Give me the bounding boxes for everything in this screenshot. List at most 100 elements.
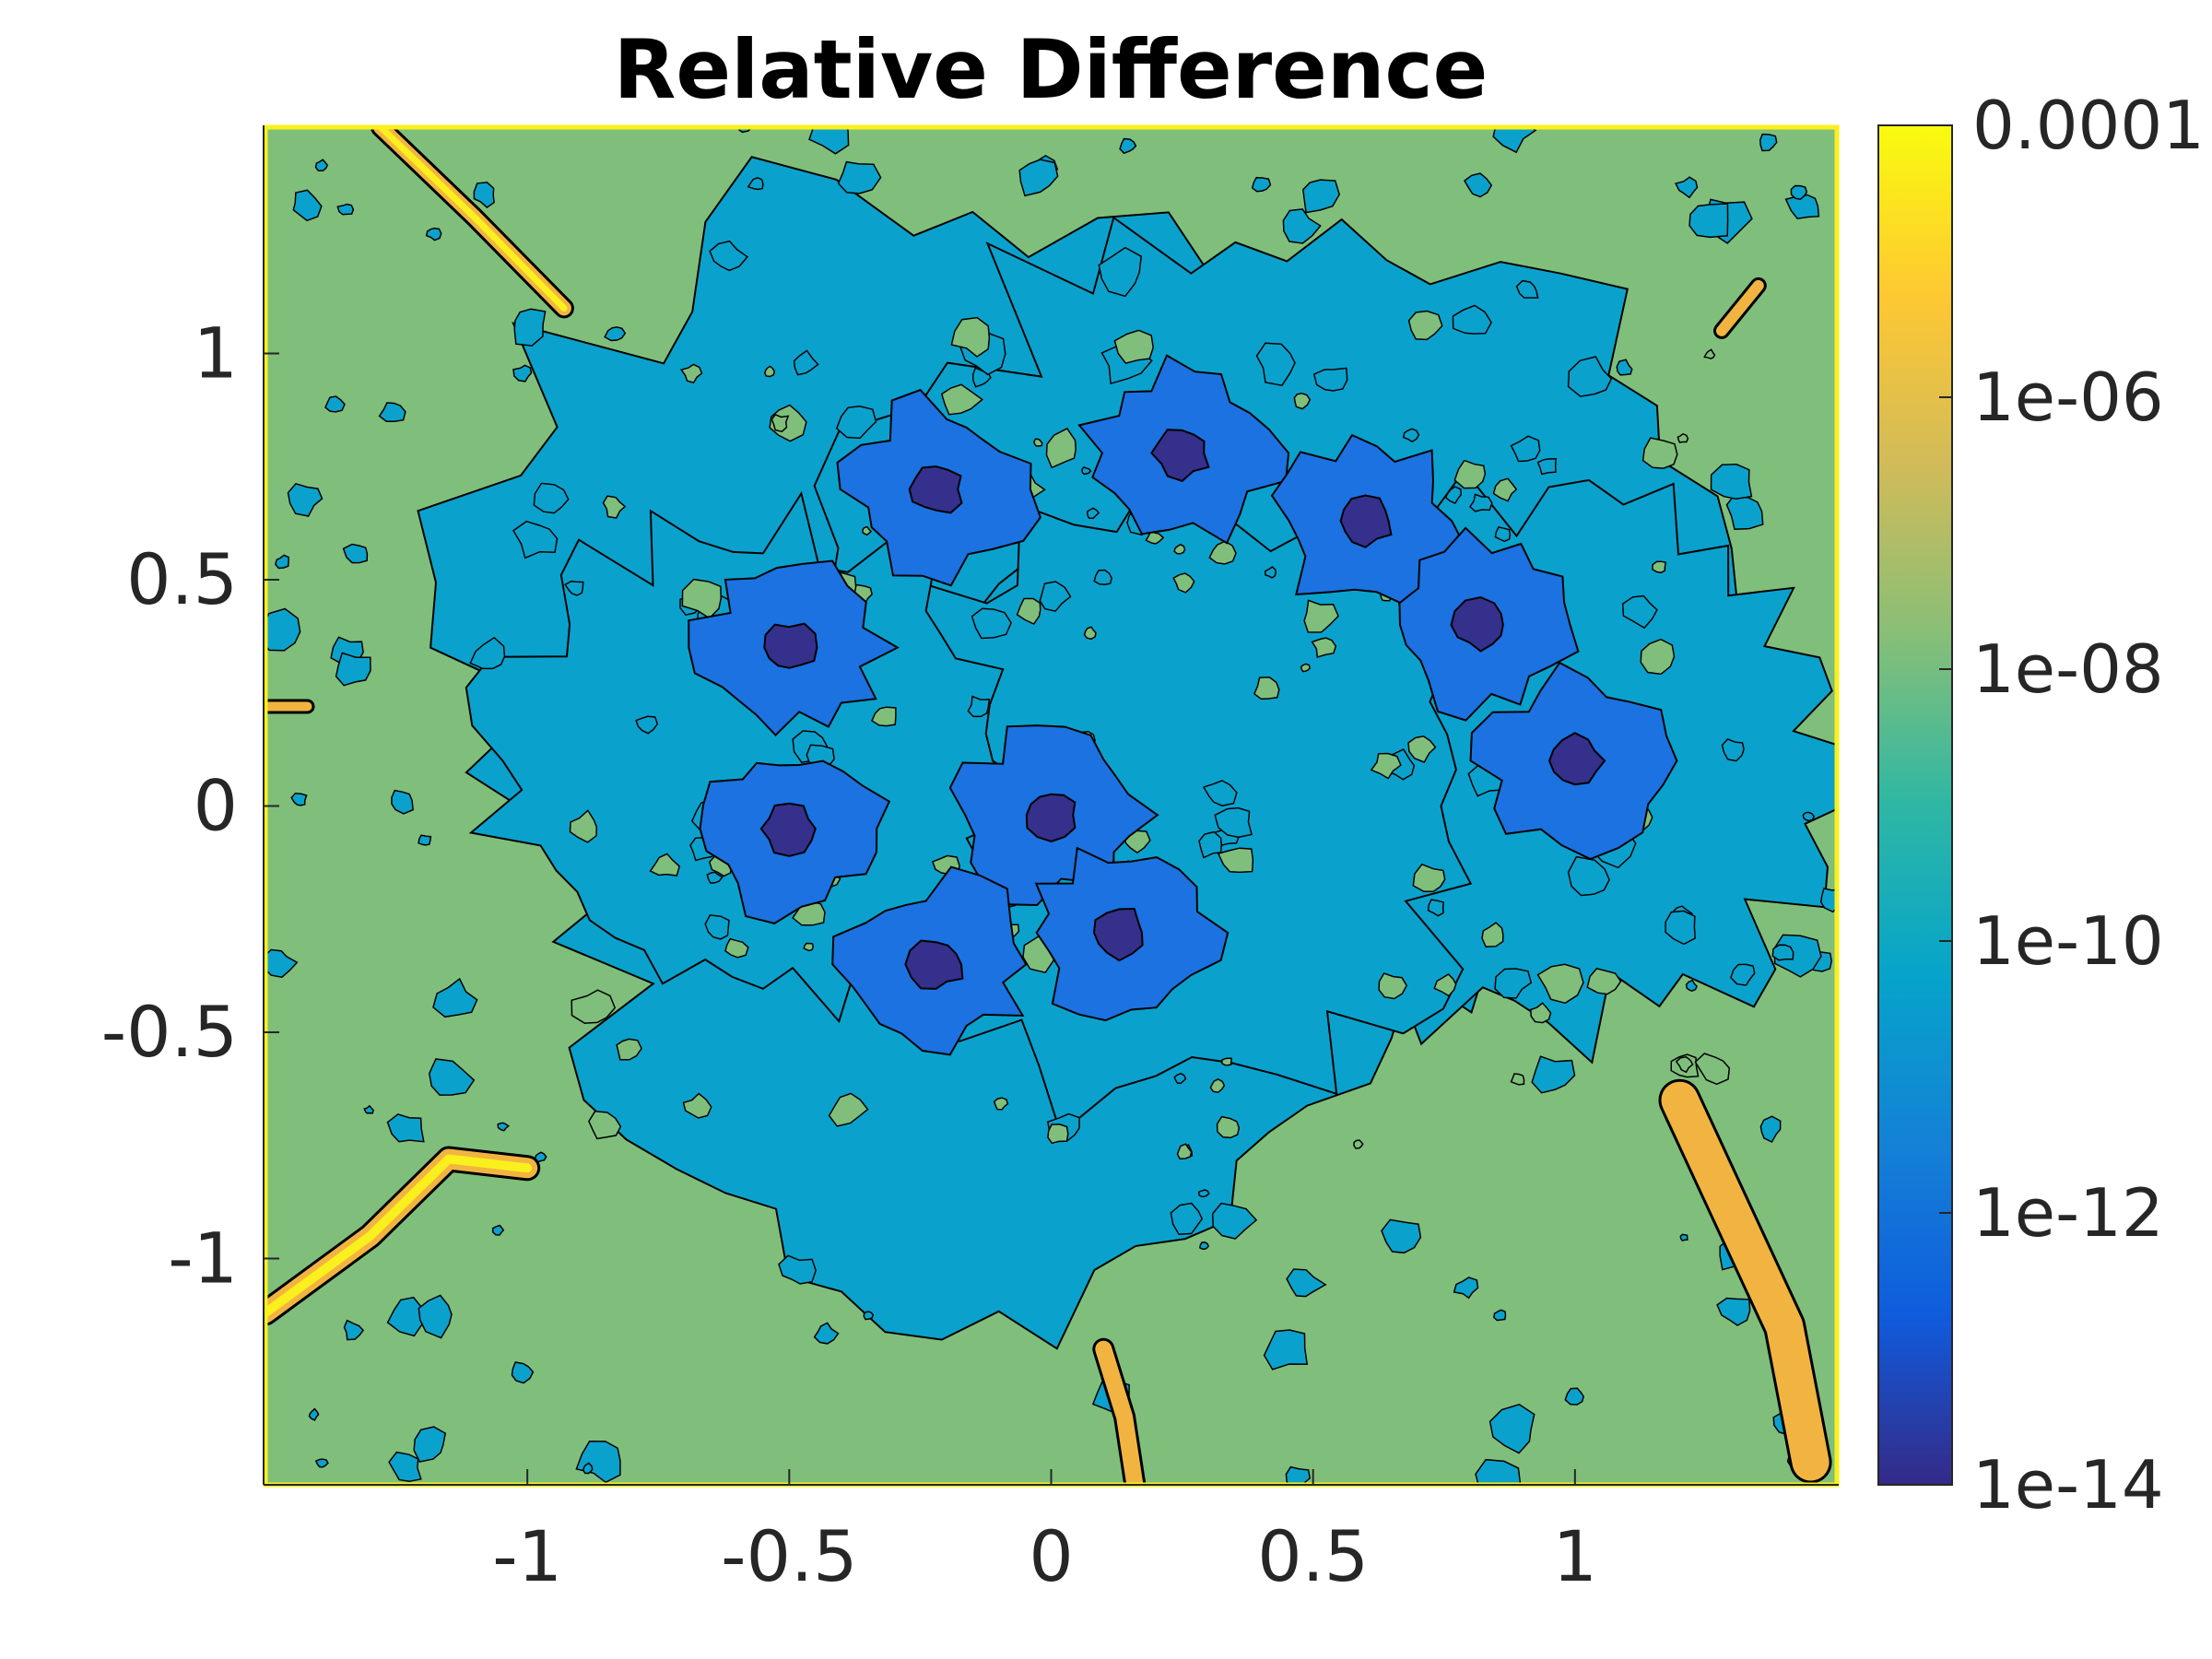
- contour-island: [1567, 356, 1613, 397]
- contour-island: [335, 652, 371, 687]
- contour-island: [1464, 172, 1493, 198]
- contour-island: [1081, 465, 1092, 476]
- contour-island: [575, 1441, 621, 1484]
- contour-island: [1784, 194, 1820, 220]
- y-tick-label: 0: [194, 765, 238, 847]
- contour-island: [569, 809, 598, 843]
- contour-island: [1300, 663, 1312, 673]
- y-tick-label: 0.5: [126, 538, 238, 620]
- contour-island: [1045, 427, 1077, 469]
- contour-island: [1492, 477, 1518, 502]
- contour-island: [1679, 1233, 1688, 1241]
- contour-island: [1488, 1403, 1535, 1454]
- contour-island: [967, 695, 991, 718]
- contour-island: [1172, 572, 1195, 594]
- contour-island: [1536, 458, 1557, 476]
- contour-island: [835, 406, 877, 440]
- y-axis-ticks: 1 0.5 0 -0.5 -1: [101, 312, 279, 1300]
- contour-island: [314, 159, 329, 172]
- contour-island: [793, 349, 819, 376]
- colorbar-tick-label: 1e-10: [1972, 902, 2164, 980]
- y-tick-label: -0.5: [101, 991, 238, 1073]
- contour-island: [1251, 176, 1272, 193]
- contour-island: [1433, 973, 1457, 997]
- contour-island: [1402, 428, 1420, 443]
- contour-island: [679, 363, 703, 384]
- contour-island: [265, 607, 301, 652]
- contour-island: [1208, 540, 1237, 565]
- x-tick-label: -1: [492, 1515, 562, 1597]
- contour-island: [1265, 566, 1277, 579]
- contour-island: [1641, 437, 1678, 469]
- contour-island: [1253, 677, 1280, 700]
- contour-island: [1217, 847, 1254, 874]
- contour-island: [1263, 1329, 1309, 1371]
- contour-minimum-core: [904, 939, 964, 990]
- contour-island: [533, 482, 570, 514]
- contour-island: [513, 308, 547, 347]
- colorbar-tick-label: 1e-08: [1972, 630, 2164, 708]
- contour-island: [1407, 310, 1443, 341]
- contour-island: [1790, 184, 1808, 200]
- contour-island: [418, 1294, 453, 1339]
- contour-island: [1725, 493, 1764, 530]
- contour-island: [1675, 176, 1699, 199]
- contour-island: [1176, 1143, 1193, 1159]
- contour-island: [602, 495, 627, 519]
- contour-island: [1675, 1056, 1694, 1074]
- contour-island: [1586, 968, 1622, 995]
- contour-island: [511, 1361, 535, 1384]
- contour-island: [1039, 581, 1072, 612]
- colorbar-gradient: [1877, 124, 1953, 1486]
- contour-island: [1370, 752, 1402, 780]
- plot-area: [263, 124, 1840, 1488]
- contour-minimum-core: [759, 802, 817, 857]
- y-tick-label: 1: [194, 312, 238, 394]
- contour-island: [1621, 594, 1658, 629]
- contour-island: [813, 1322, 840, 1345]
- contour-island: [308, 1407, 320, 1421]
- contour-island: [604, 326, 627, 342]
- contour-island: [778, 1254, 817, 1285]
- contour-island: [473, 182, 495, 209]
- contour-island: [363, 1104, 374, 1114]
- contour-island: [1412, 863, 1446, 893]
- contour-island: [1119, 137, 1137, 155]
- contour-island: [940, 383, 984, 416]
- contour-island: [1018, 159, 1059, 197]
- contour-island: [512, 364, 533, 382]
- colorbar-tick-label: 1e-14: [1972, 1446, 2164, 1524]
- contour-island: [497, 1122, 510, 1132]
- contour-island: [265, 948, 299, 979]
- contour-island: [1730, 963, 1756, 986]
- contour-island: [1640, 638, 1676, 676]
- contour-island: [1494, 526, 1512, 543]
- contour-island: [1665, 910, 1696, 946]
- contour-island: [1759, 133, 1778, 152]
- contour-island: [1098, 246, 1143, 298]
- contour-island: [1303, 599, 1339, 633]
- contour-island: [808, 127, 850, 155]
- contour-island: [386, 1113, 425, 1143]
- contour-island: [763, 365, 776, 378]
- contour-island: [1453, 1277, 1479, 1300]
- contour-island: [1536, 963, 1584, 1005]
- contour-island: [1530, 1002, 1552, 1024]
- contour-island: [582, 1462, 594, 1475]
- contour-island: [635, 715, 659, 735]
- contour-island: [1515, 279, 1539, 299]
- contour-island: [1016, 597, 1041, 625]
- contour-island: [1285, 1465, 1312, 1485]
- contour-high-region: [1095, 1340, 1144, 1485]
- contour-island: [391, 789, 414, 815]
- contour-minimum-core: [1450, 595, 1504, 653]
- contour-island: [1033, 438, 1043, 447]
- colorbar-tick-label: 0.0001: [1972, 87, 2205, 164]
- contour-island: [1173, 1072, 1187, 1085]
- contour-island: [1688, 203, 1729, 239]
- colorbar: 0.0001 1e-06 1e-08 1e-10 1e-12 1e-14: [1877, 87, 2205, 1524]
- contour-island: [1677, 432, 1689, 443]
- x-axis-ticks: -1 -0.5 0 0.5 1: [492, 1469, 1597, 1597]
- contour-island: [1510, 435, 1541, 463]
- contour-island: [1492, 127, 1537, 154]
